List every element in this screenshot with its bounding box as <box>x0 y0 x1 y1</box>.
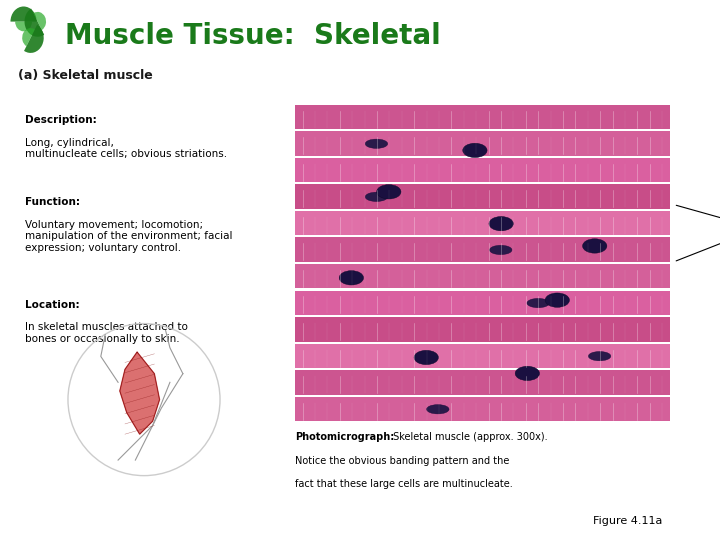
Ellipse shape <box>588 352 611 361</box>
Ellipse shape <box>490 245 512 254</box>
Bar <box>295 155 670 158</box>
Wedge shape <box>33 12 46 30</box>
Wedge shape <box>11 6 37 22</box>
Ellipse shape <box>365 139 387 148</box>
Wedge shape <box>22 28 35 46</box>
Bar <box>295 317 670 342</box>
Bar <box>295 238 670 262</box>
Wedge shape <box>15 22 32 31</box>
Ellipse shape <box>414 350 438 365</box>
Bar <box>295 129 670 131</box>
Ellipse shape <box>545 293 570 307</box>
Bar <box>295 211 670 235</box>
Bar <box>295 314 670 317</box>
Bar <box>295 288 670 291</box>
Bar <box>295 261 670 264</box>
Text: fact that these large cells are multinucleate.: fact that these large cells are multinuc… <box>295 479 513 489</box>
Bar <box>295 105 670 129</box>
Ellipse shape <box>365 192 387 201</box>
Bar <box>295 182 670 184</box>
Bar <box>295 341 670 343</box>
Bar <box>295 184 670 209</box>
Text: In skeletal muscles attached to
bones or occasionally to skin.: In skeletal muscles attached to bones or… <box>25 322 188 344</box>
Bar <box>295 370 670 395</box>
Text: Long, cylindrical,
multinucleate cells; obvious striations.: Long, cylindrical, multinucleate cells; … <box>25 138 228 159</box>
Bar <box>295 131 670 156</box>
Ellipse shape <box>339 271 364 285</box>
Bar <box>295 102 670 105</box>
Bar <box>295 264 670 288</box>
Ellipse shape <box>489 217 513 231</box>
Bar <box>295 397 670 421</box>
Wedge shape <box>24 9 44 37</box>
Text: Location:: Location: <box>25 300 80 310</box>
Text: Skeletal muscle (approx. 300x).: Skeletal muscle (approx. 300x). <box>390 432 548 442</box>
Bar <box>295 368 670 370</box>
Bar <box>295 235 670 238</box>
Ellipse shape <box>463 143 487 158</box>
Text: Voluntary movement; locomotion;
manipulation of the environment; facial
expressi: Voluntary movement; locomotion; manipula… <box>25 220 233 253</box>
Bar <box>295 158 670 183</box>
Bar <box>295 343 670 368</box>
Wedge shape <box>24 25 44 53</box>
Text: Muscle Tissue:  Skeletal: Muscle Tissue: Skeletal <box>65 22 441 50</box>
Text: Description:: Description: <box>25 115 97 125</box>
Text: Notice the obvious banding pattern and the: Notice the obvious banding pattern and t… <box>295 456 510 467</box>
Ellipse shape <box>426 404 449 414</box>
Ellipse shape <box>516 366 539 381</box>
Text: (a) Skeletal muscle: (a) Skeletal muscle <box>18 69 153 82</box>
Ellipse shape <box>582 239 607 253</box>
Ellipse shape <box>527 299 549 308</box>
Bar <box>295 291 670 315</box>
Text: Function:: Function: <box>25 197 81 207</box>
Bar <box>295 394 670 397</box>
Text: Photomicrograph:: Photomicrograph: <box>295 432 395 442</box>
Text: Figure 4.11a: Figure 4.11a <box>593 516 662 526</box>
Ellipse shape <box>377 185 401 199</box>
Bar <box>295 208 670 211</box>
Polygon shape <box>120 352 160 434</box>
